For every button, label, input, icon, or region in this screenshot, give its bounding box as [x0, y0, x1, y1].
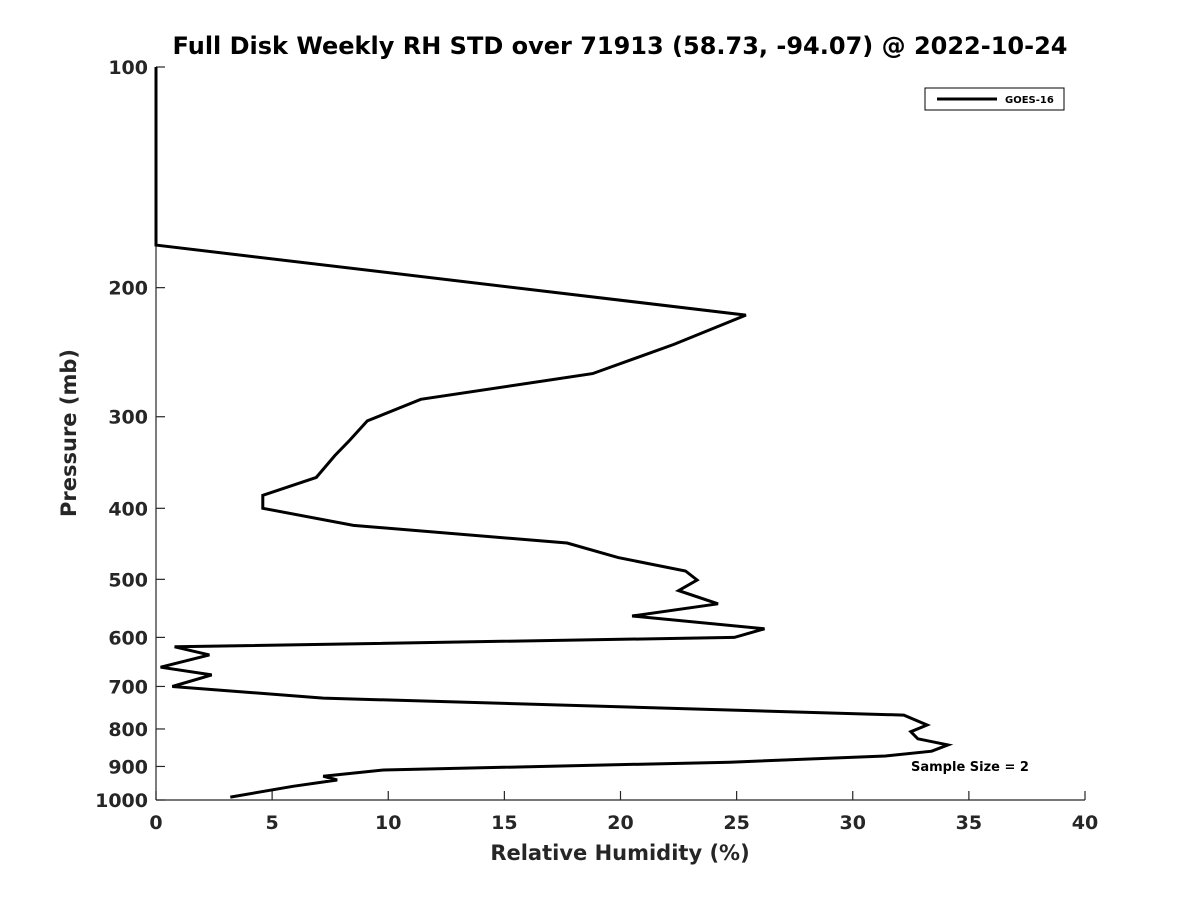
legend: GOES-16 — [924, 87, 1065, 111]
x-axis-label: Relative Humidity (%) — [490, 841, 749, 865]
sample-size-annotation: Sample Size = 2 — [911, 760, 1029, 775]
x-tick-label: 35 — [956, 812, 982, 834]
chart-title: Full Disk Weekly RH STD over 71913 (58.7… — [173, 32, 1068, 60]
x-tick-label: 30 — [840, 812, 866, 834]
y-tick-label: 900 — [108, 756, 148, 778]
x-tick-label: 10 — [375, 812, 401, 834]
y-tick-label: 200 — [108, 278, 148, 300]
y-tick-label: 1000 — [95, 790, 148, 812]
y-tick-label: 800 — [108, 719, 148, 741]
y-tick-label: 700 — [108, 676, 148, 698]
y-axis-label: Pressure (mb) — [57, 349, 81, 517]
y-axis-ticks: 100 200 300 400 500 600 700 800 900 1000 — [95, 57, 165, 812]
x-tick-label: 5 — [266, 812, 279, 834]
x-axis-ticks: 0 5 10 15 20 25 30 35 40 — [149, 791, 1098, 834]
series-group — [154, 67, 954, 799]
x-tick-label: 20 — [607, 812, 633, 834]
y-tick-label: 600 — [108, 627, 148, 649]
x-tick-label: 40 — [1072, 812, 1098, 834]
x-tick-label: 25 — [723, 812, 749, 834]
y-tick-label: 100 — [108, 57, 148, 79]
x-tick-label: 0 — [149, 812, 162, 834]
y-tick-label: 500 — [108, 569, 148, 591]
series-line-goes-16 — [154, 67, 954, 799]
y-tick-label: 300 — [108, 407, 148, 429]
legend-label: GOES-16 — [1005, 95, 1054, 106]
x-tick-label: 15 — [491, 812, 517, 834]
axes — [155, 67, 1085, 801]
y-tick-label: 400 — [108, 498, 148, 520]
